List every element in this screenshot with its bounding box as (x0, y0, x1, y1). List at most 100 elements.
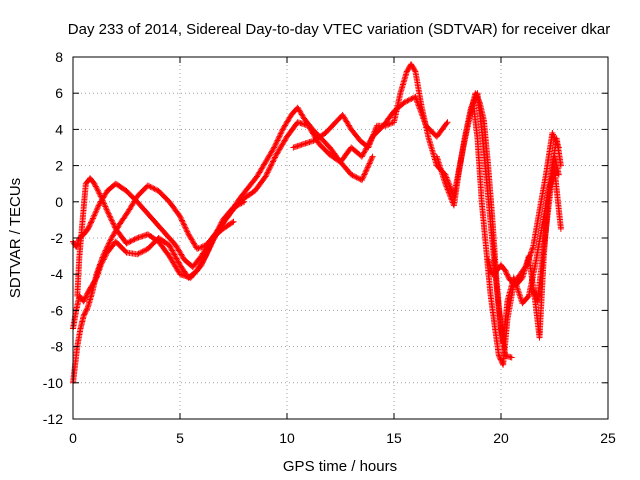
data-point-marker (103, 246, 110, 253)
data-point-marker (239, 199, 246, 206)
data-point-marker (550, 131, 556, 138)
data-point-marker (89, 216, 96, 223)
data-point-marker (136, 249, 143, 256)
data-point-marker (241, 198, 248, 205)
data-point-marker (97, 193, 104, 200)
data-point-marker (272, 141, 279, 148)
data-point-marker (362, 170, 368, 177)
x-tick-label: 15 (386, 430, 402, 446)
tick-labels: -12 -10 -8 -6 -4 -2 0 2 4 6 8 0 5 10 15 20 25 (43, 49, 616, 446)
data-point-marker (87, 220, 94, 227)
data-point-marker (405, 97, 412, 104)
data-point-marker (135, 250, 142, 257)
data-point-marker (101, 248, 108, 255)
data-point-marker (198, 244, 205, 251)
data-point-marker (272, 154, 278, 161)
data-point-marker (84, 305, 91, 312)
data-point-marker (99, 196, 106, 203)
data-point-marker (231, 203, 238, 210)
data-point-marker (215, 226, 222, 233)
data-point-marker (274, 137, 281, 144)
data-point-marker (205, 246, 212, 253)
data-point-marker (352, 173, 359, 180)
data-point-marker (508, 354, 515, 361)
data-point-marker (183, 227, 190, 234)
data-point-marker (138, 249, 145, 256)
data-point-marker (110, 220, 117, 227)
data-point-marker (271, 143, 278, 150)
data-point-marker (199, 259, 206, 266)
data-point-marker (131, 236, 138, 243)
data-point-marker (100, 253, 106, 260)
data-point-marker (100, 251, 107, 258)
data-point-marker (152, 186, 159, 193)
data-point-marker (403, 98, 409, 105)
data-point-marker (200, 256, 207, 263)
data-point-marker (105, 242, 112, 248)
data-point-marker (213, 230, 220, 237)
data-point-marker (91, 180, 98, 187)
data-point-marker (267, 164, 274, 170)
data-point-marker (359, 175, 366, 182)
data-point-marker (167, 243, 173, 250)
data-point-marker (360, 174, 367, 181)
data-point-marker (88, 219, 94, 226)
data-point-marker (122, 248, 129, 255)
data-point-marker (209, 238, 216, 245)
data-point-marker (199, 260, 205, 267)
data-point-marker (277, 132, 284, 138)
data-point-marker (197, 244, 203, 251)
data-point-marker (103, 244, 110, 251)
data-point-marker (179, 217, 185, 224)
data-point-marker (103, 205, 109, 211)
data-point-marker (124, 239, 131, 246)
data-point-marker (230, 204, 237, 211)
data-point-marker (139, 248, 146, 255)
data-point-marker (278, 129, 285, 136)
data-point-marker (110, 221, 117, 228)
data-point-marker (204, 248, 211, 255)
data-point-marker (178, 216, 185, 223)
data-point-marker (237, 200, 244, 207)
data-point-marker (209, 237, 216, 244)
data-point-marker (94, 205, 101, 212)
data-point-marker (206, 244, 213, 251)
data-point-marker (383, 122, 390, 129)
data-point-marker (106, 239, 113, 246)
data-points (70, 61, 564, 386)
data-point-marker (263, 172, 270, 179)
data-point-marker (123, 240, 130, 247)
x-tick-label: 10 (279, 430, 295, 446)
data-point-marker (349, 172, 356, 179)
data-point-marker (147, 183, 154, 190)
x-tick-label: 25 (600, 430, 616, 446)
data-point-marker (106, 213, 113, 220)
data-point-marker (271, 144, 278, 151)
data-point-marker (144, 182, 151, 189)
data-point-marker (502, 267, 509, 274)
data-point-marker (401, 99, 408, 106)
data-point-marker (211, 234, 218, 241)
data-point-marker (80, 298, 87, 305)
data-point-marker (524, 294, 531, 300)
data-point-marker (367, 138, 374, 145)
data-point-marker (81, 297, 88, 304)
data-point-marker (177, 214, 184, 221)
data-point-marker (102, 247, 109, 254)
data-point-marker (364, 164, 371, 171)
data-point-marker (238, 200, 245, 207)
data-point-marker (445, 189, 452, 196)
data-point-marker (502, 268, 509, 275)
data-point-marker (107, 236, 114, 243)
data-point-marker (208, 240, 215, 246)
data-point-marker (128, 237, 135, 244)
data-point-marker (358, 177, 365, 184)
data-point-marker (363, 167, 370, 174)
data-point-marker (444, 119, 451, 126)
data-point-marker (179, 218, 186, 225)
data-point-marker (101, 202, 108, 209)
data-point-marker (82, 309, 89, 315)
data-point-marker (105, 210, 112, 217)
data-point-marker (443, 183, 450, 190)
